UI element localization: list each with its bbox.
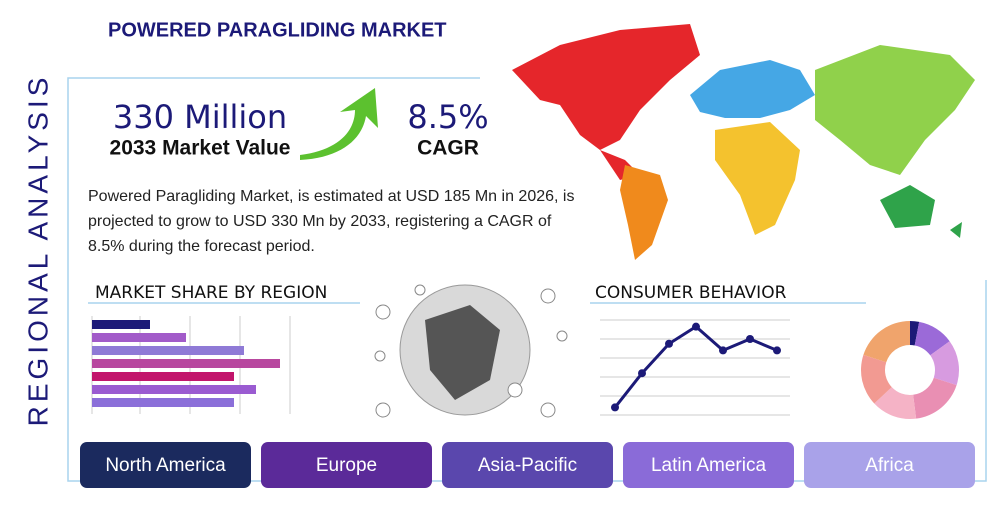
- behavior-point: [773, 346, 781, 355]
- title: POWERED PARAGLIDING MARKET: [108, 19, 447, 41]
- region-label: Latin America: [651, 455, 767, 476]
- share-bar: [92, 346, 244, 355]
- market-value: 330 Million: [113, 98, 287, 136]
- region-button[interactable]: [804, 442, 975, 488]
- description-box: Powered Paragliding Market, is estimated…: [88, 188, 575, 255]
- line-grid: [600, 319, 790, 416]
- growth-arrow: [300, 88, 378, 160]
- donut-slice: [930, 341, 959, 386]
- donut-slice: [863, 321, 910, 363]
- consumer-title: CONSUMER BEHAVIOR: [595, 283, 787, 303]
- behavior-point: [719, 346, 727, 355]
- share-bar: [92, 359, 280, 368]
- behavior-point: [611, 403, 619, 412]
- region-label: Africa: [865, 455, 914, 476]
- cagr-value: 8.5%: [407, 98, 488, 136]
- side-label: REGIONAL ANALYSIS: [22, 74, 53, 427]
- share-bar: [92, 320, 150, 329]
- share-bar: [92, 333, 186, 342]
- donut-slice: [913, 377, 957, 419]
- region-label: Europe: [316, 455, 377, 476]
- share-bar: [92, 372, 234, 381]
- region-button[interactable]: [623, 442, 794, 488]
- donut-slice: [910, 321, 920, 346]
- donut-slice: [861, 354, 892, 404]
- donut-slice: [874, 387, 917, 419]
- behavior-point: [638, 369, 646, 378]
- description: Powered Paragliding Market, is estimated…: [88, 188, 575, 255]
- cagr-label: CAGR: [417, 137, 479, 160]
- donut-slice: [914, 321, 950, 356]
- region-button[interactable]: [80, 442, 251, 488]
- market-value-label: 2033 Market Value: [110, 137, 291, 160]
- network-globe: [374, 284, 568, 418]
- region-label: Asia-Pacific: [478, 455, 577, 476]
- region-label: North America: [105, 455, 226, 476]
- region-button[interactable]: [442, 442, 613, 488]
- world-map: [512, 24, 975, 260]
- behavior-point: [746, 335, 754, 343]
- share-bar: [92, 398, 234, 407]
- behavior-point: [692, 322, 700, 331]
- share-bar: [92, 385, 256, 394]
- market-share-title: MARKET SHARE BY REGION: [95, 283, 327, 303]
- behavior-point: [665, 339, 673, 348]
- region-button[interactable]: [261, 442, 432, 488]
